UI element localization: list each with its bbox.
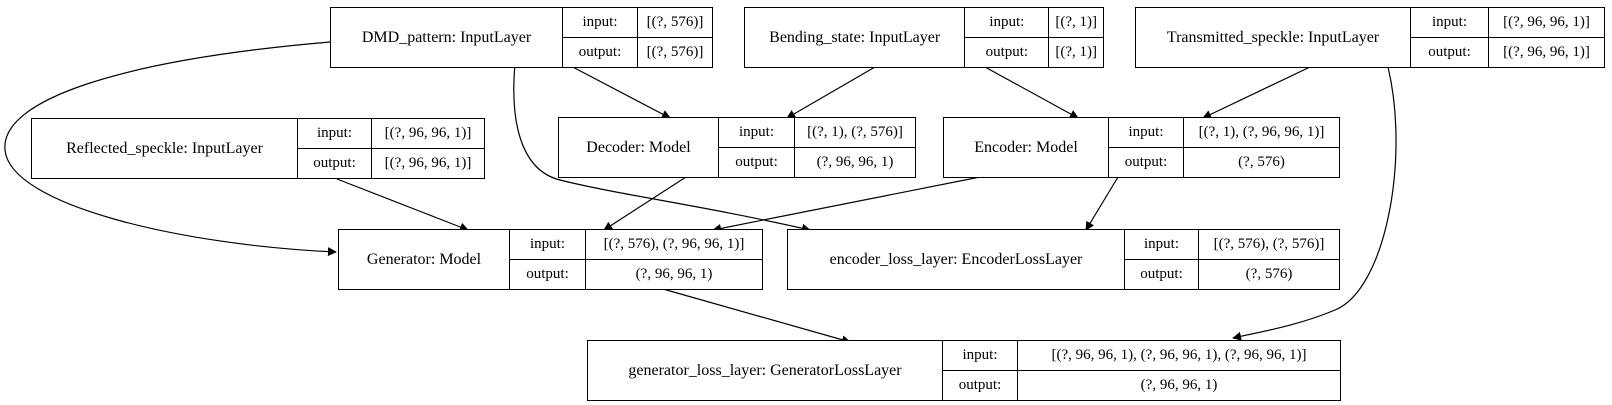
edge-reflected-to-generator <box>336 178 469 232</box>
output-shape: (?, 96, 96, 1) <box>1140 376 1218 393</box>
output-port-label: output: <box>510 259 586 289</box>
output-shape: (?, 576) <box>1238 153 1285 170</box>
edge-dmd-pattern-to-encoder-loss <box>513 63 811 233</box>
node-name: encoder_loss_layer: EncoderLossLayer <box>788 230 1125 289</box>
output-shape: [(?, 96, 96, 1)] <box>1503 43 1590 60</box>
node-dmd-pattern: DMD_pattern: InputLayer input: [(?, 576)… <box>330 7 713 68</box>
output-port-label: output: <box>965 37 1050 67</box>
output-port-label: output: <box>1125 259 1199 289</box>
node-name: Reflected_speckle: InputLayer <box>32 119 298 178</box>
edge-generator-to-generator-loss <box>662 288 851 345</box>
input-shape: [(?, 96, 96, 1)] <box>1489 8 1604 38</box>
input-port-label: input: <box>719 118 795 148</box>
node-encoder: Encoder: Model input: [(?, 1), (?, 96, 9… <box>943 117 1340 178</box>
edge-encoder-to-generator <box>712 176 981 233</box>
edge-transmitted-to-encoder <box>1202 66 1311 119</box>
input-shape: [(?, 1), (?, 96, 96, 1)] <box>1184 118 1339 148</box>
input-shape: [(?, 96, 96, 1)] <box>372 119 484 149</box>
node-transmitted-speckle: Transmitted_speckle: InputLayer input: [… <box>1135 7 1605 68</box>
edge-transmitted-to-generator-loss <box>1232 66 1397 341</box>
output-port-label: output: <box>563 37 638 67</box>
output-port-label: output: <box>943 370 1018 400</box>
node-generator-loss-layer: generator_loss_layer: GeneratorLossLayer… <box>587 340 1341 401</box>
output-shape: [(?, 576)] <box>646 43 704 60</box>
input-port-label: input: <box>510 230 586 260</box>
node-name: Generator: Model <box>339 230 510 289</box>
node-name: Transmitted_speckle: InputLayer <box>1136 8 1411 67</box>
node-name: Bending_state: InputLayer <box>745 8 966 67</box>
node-name: Encoder: Model <box>944 118 1109 177</box>
output-shape: [(?, 96, 96, 1)] <box>384 154 472 171</box>
input-port-label: input: <box>1125 230 1199 260</box>
output-shape: (?, 576) <box>1245 265 1293 282</box>
edge-decoder-to-generator <box>603 176 687 231</box>
node-bending-state: Bending_state: InputLayer input: [(?, 1)… <box>744 7 1104 68</box>
input-shape: [(?, 1), (?, 576)] <box>795 118 915 148</box>
output-port-label: output: <box>1109 147 1184 177</box>
output-shape: [(?, 1)] <box>1055 43 1097 60</box>
node-decoder: Decoder: Model input: [(?, 1), (?, 576)]… <box>558 117 916 178</box>
input-port-label: input: <box>298 119 372 149</box>
output-shape: (?, 96, 96, 1) <box>816 153 894 170</box>
edge-dmd-pattern-to-generator <box>4 41 337 257</box>
output-shape: (?, 96, 96, 1) <box>635 265 713 282</box>
node-name: Decoder: Model <box>559 118 719 177</box>
input-shape: [(?, 576), (?, 96, 96, 1)] <box>586 230 762 260</box>
input-port-label: input: <box>965 8 1050 38</box>
input-shape: [(?, 576)] <box>638 8 712 38</box>
input-port-label: input: <box>1411 8 1489 38</box>
input-port-label: input: <box>1109 118 1184 148</box>
input-shape: [(?, 576), (?, 576)] <box>1199 230 1339 260</box>
node-encoder-loss-layer: encoder_loss_layer: EncoderLossLayer inp… <box>787 229 1340 290</box>
output-port-label: output: <box>719 147 795 177</box>
edge-bending-state-to-decoder <box>786 66 876 119</box>
node-name: generator_loss_layer: GeneratorLossLayer <box>588 341 943 400</box>
input-shape: [(?, 96, 96, 1), (?, 96, 96, 1), (?, 96,… <box>1018 341 1340 371</box>
input-port-label: input: <box>563 8 638 38</box>
input-shape: [(?, 1)] <box>1049 8 1103 38</box>
edge-bending-state-to-encoder <box>984 66 1079 119</box>
output-port-label: output: <box>1411 37 1489 67</box>
node-reflected-speckle: Reflected_speckle: InputLayer input: [(?… <box>31 118 485 179</box>
edge-encoder-to-encoder-loss <box>1085 176 1119 231</box>
edge-dmd-pattern-to-decoder <box>566 63 671 119</box>
input-port-label: input: <box>943 341 1018 371</box>
node-name: DMD_pattern: InputLayer <box>331 8 563 67</box>
node-generator: Generator: Model input: [(?, 576), (?, 9… <box>338 229 763 290</box>
output-port-label: output: <box>298 148 372 178</box>
